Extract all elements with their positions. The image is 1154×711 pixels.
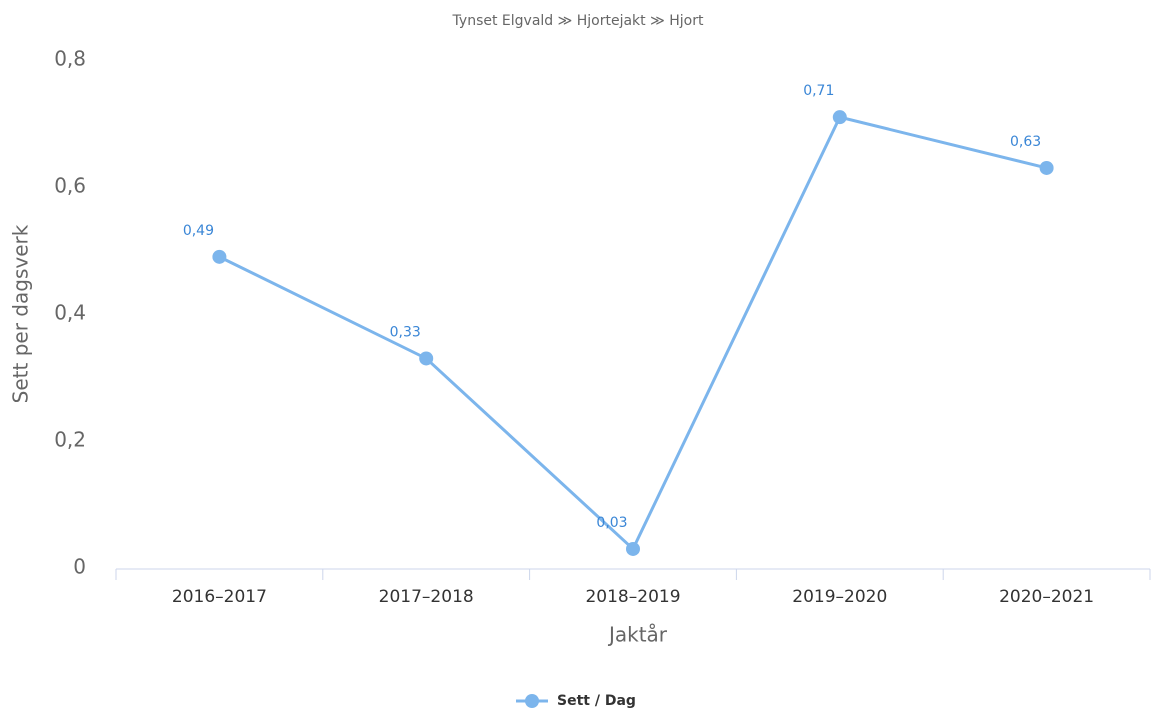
chart-title: Tynset Elgvald ≫ Hjortejakt ≫ Hjort: [452, 13, 704, 29]
x-tick-label: 2016–2017: [172, 587, 267, 607]
data-label: 0,33: [390, 324, 421, 340]
data-label: 0,71: [803, 83, 834, 99]
legend-marker: [525, 694, 539, 708]
y-tick-label: 0,8: [54, 47, 86, 71]
y-tick-label: 0,4: [54, 301, 86, 325]
legend-label: Sett / Dag: [557, 693, 636, 709]
series-line: [218, 115, 1047, 552]
data-point: [212, 249, 227, 264]
y-tick-label: 0,6: [54, 174, 86, 198]
data-point: [626, 541, 640, 556]
data-point: [419, 351, 434, 366]
data-label: 0,49: [183, 223, 214, 239]
y-tick-label: 0,2: [54, 428, 86, 452]
data-label: 0,03: [596, 515, 627, 531]
y-axis-title: Sett per dagsverk: [9, 224, 33, 403]
x-tick-label: 2017–2018: [379, 587, 474, 607]
data-point: [1039, 160, 1054, 175]
x-tick-label: 2020–2021: [999, 587, 1094, 607]
x-axis-title: Jaktår: [607, 623, 668, 647]
x-tick-label: 2019–2020: [792, 587, 887, 607]
data-point: [832, 110, 847, 125]
data-label: 0,63: [1010, 134, 1041, 150]
y-tick-label: 0: [73, 555, 86, 579]
x-tick-label: 2018–2019: [585, 587, 680, 607]
